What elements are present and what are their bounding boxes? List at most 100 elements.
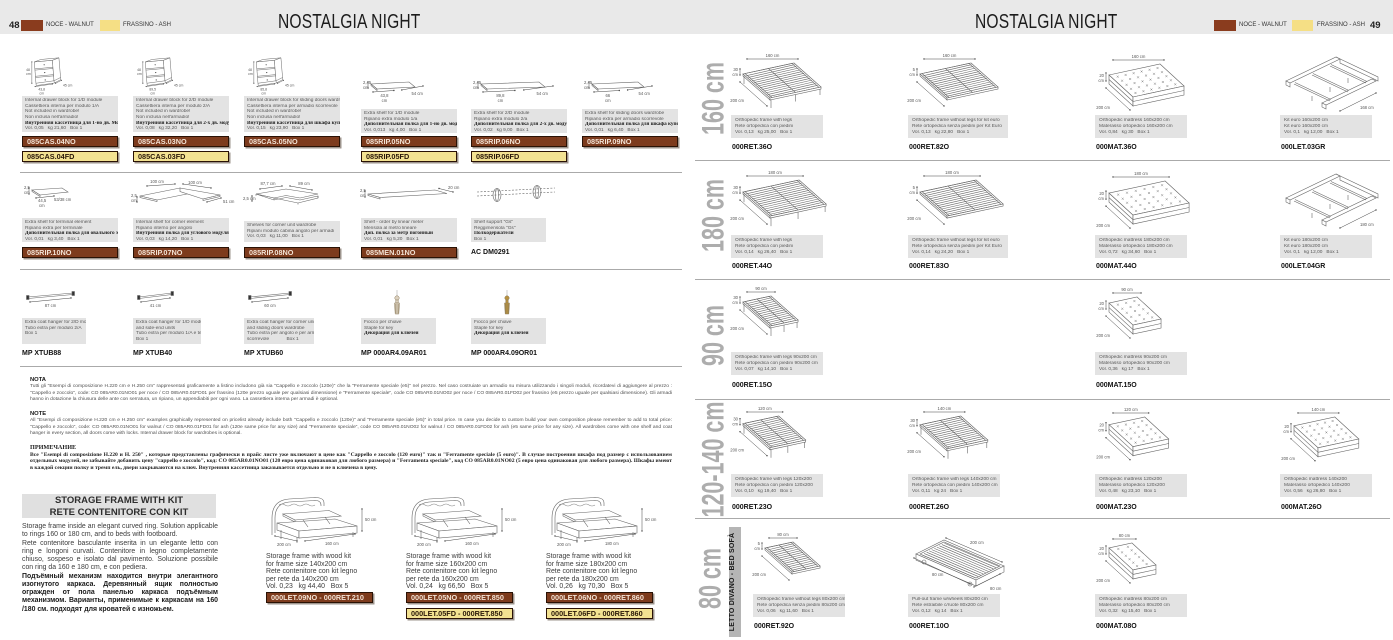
svg-text:200 cm: 200 cm — [1096, 578, 1110, 583]
svg-text:30: 30 — [733, 295, 738, 300]
svg-text:20: 20 — [1099, 301, 1104, 306]
svg-text:45 cm: 45 cm — [63, 84, 72, 88]
svg-text:20: 20 — [1099, 423, 1104, 428]
svg-text:200 cm: 200 cm — [417, 542, 431, 547]
svg-text:43,8: 43,8 — [38, 88, 45, 92]
svg-text:180 cm: 180 cm — [768, 170, 782, 175]
svg-text:cm: cm — [1098, 78, 1104, 83]
svg-text:20: 20 — [1099, 546, 1104, 551]
svg-text:200 cm: 200 cm — [1096, 333, 1110, 338]
svg-text:53/38 cm: 53/38 cm — [54, 197, 72, 202]
svg-text:160 cm: 160 cm — [465, 541, 479, 546]
svg-text:cm: cm — [909, 190, 915, 195]
svg-text:cm: cm — [732, 422, 738, 427]
svg-text:200 cm: 200 cm — [1281, 456, 1295, 461]
svg-text:85,8: 85,8 — [260, 88, 267, 92]
svg-text:cm: cm — [39, 92, 44, 96]
svg-text:200 cm: 200 cm — [730, 98, 744, 103]
svg-text:cm: cm — [248, 72, 253, 76]
svg-text:160 cm: 160 cm — [325, 541, 339, 546]
svg-text:80 cm: 80 cm — [777, 532, 789, 537]
svg-text:cm: cm — [261, 92, 266, 96]
svg-text:66: 66 — [605, 93, 610, 98]
svg-text:160 cm: 160 cm — [766, 53, 780, 58]
svg-text:120 cm: 120 cm — [758, 406, 772, 411]
svg-text:30: 30 — [733, 417, 738, 422]
svg-text:cm: cm — [363, 85, 369, 90]
svg-text:180 cm: 180 cm — [1134, 171, 1148, 176]
svg-text:54 cm: 54 cm — [537, 91, 549, 96]
svg-text:54 cm: 54 cm — [639, 91, 651, 96]
svg-text:140 cm: 140 cm — [1312, 407, 1326, 412]
svg-text:50 cm: 50 cm — [505, 517, 517, 522]
svg-text:200 cm: 200 cm — [752, 572, 766, 577]
svg-text:cm: cm — [754, 546, 760, 551]
svg-text:48: 48 — [248, 68, 252, 72]
svg-text:20: 20 — [1099, 73, 1104, 78]
svg-text:50 cm: 50 cm — [365, 517, 377, 522]
svg-text:20: 20 — [1099, 191, 1104, 196]
svg-text:200 cm: 200 cm — [1096, 105, 1110, 110]
svg-text:30: 30 — [910, 418, 915, 423]
svg-text:cm: cm — [26, 72, 31, 76]
svg-text:2,5: 2,5 — [360, 188, 366, 193]
svg-text:cm: cm — [732, 190, 738, 195]
svg-text:89,8: 89,8 — [496, 93, 505, 98]
svg-text:80 cm: 80 cm — [990, 586, 1002, 591]
svg-text:160 cm: 160 cm — [943, 53, 957, 58]
svg-text:89,5: 89,5 — [149, 88, 156, 92]
svg-text:cm: cm — [137, 72, 142, 76]
svg-text:200 cm: 200 cm — [1096, 223, 1110, 228]
svg-text:168 cm: 168 cm — [1360, 105, 1374, 110]
svg-text:cm: cm — [732, 300, 738, 305]
svg-text:160 cm: 160 cm — [1132, 54, 1146, 59]
svg-text:200 cm: 200 cm — [730, 326, 744, 331]
svg-text:87,7 cm: 87,7 cm — [261, 181, 276, 186]
svg-text:48: 48 — [137, 68, 141, 72]
svg-text:5: 5 — [758, 541, 761, 546]
svg-text:44,5: 44,5 — [38, 198, 47, 203]
svg-text:87 cm: 87 cm — [45, 303, 57, 308]
svg-text:30: 30 — [733, 67, 738, 72]
svg-text:48: 48 — [26, 68, 30, 72]
svg-text:60 cm: 60 cm — [264, 303, 276, 308]
svg-text:200 cm: 200 cm — [970, 540, 984, 545]
svg-text:45 cm: 45 cm — [285, 84, 294, 88]
svg-text:2,45: 2,45 — [584, 80, 593, 85]
svg-text:200 cm: 200 cm — [730, 216, 744, 221]
svg-text:140 cm: 140 cm — [938, 406, 952, 411]
svg-text:180 cm: 180 cm — [605, 541, 619, 546]
svg-text:200 cm: 200 cm — [907, 449, 921, 454]
svg-text:20 cm: 20 cm — [448, 185, 460, 190]
svg-text:180 cm: 180 cm — [1360, 222, 1374, 227]
svg-text:cm: cm — [909, 423, 915, 428]
svg-text:100 cm: 100 cm — [188, 180, 202, 185]
svg-text:100 cm: 100 cm — [150, 179, 164, 184]
svg-text:2,5 cm: 2,5 cm — [243, 196, 256, 201]
svg-text:200 cm: 200 cm — [557, 542, 571, 547]
svg-text:cm: cm — [24, 190, 30, 195]
svg-text:43,8: 43,8 — [380, 93, 389, 98]
svg-text:45 cm: 45 cm — [174, 84, 183, 88]
svg-text:cm: cm — [1098, 196, 1104, 201]
svg-text:cm: cm — [131, 198, 137, 203]
svg-text:90 cm: 90 cm — [1121, 287, 1133, 292]
svg-text:cm: cm — [1098, 306, 1104, 311]
svg-text:200 cm: 200 cm — [730, 448, 744, 453]
svg-text:200 cm: 200 cm — [277, 542, 291, 547]
svg-text:cm: cm — [39, 203, 45, 208]
svg-text:2,5: 2,5 — [131, 193, 137, 198]
svg-text:cm: cm — [732, 72, 738, 77]
svg-text:cm: cm — [584, 85, 590, 90]
svg-text:cm: cm — [909, 72, 915, 77]
svg-text:54 cm: 54 cm — [412, 91, 424, 96]
svg-text:cm: cm — [498, 98, 504, 103]
svg-text:41 cm: 41 cm — [150, 303, 162, 308]
svg-text:cm: cm — [1098, 551, 1104, 556]
svg-text:51 cm: 51 cm — [223, 199, 235, 204]
svg-text:cm: cm — [360, 193, 366, 198]
svg-text:200 cm: 200 cm — [1096, 455, 1110, 460]
svg-text:cm: cm — [473, 85, 479, 90]
svg-text:80 cm: 80 cm — [1119, 533, 1131, 538]
svg-text:5: 5 — [913, 185, 916, 190]
